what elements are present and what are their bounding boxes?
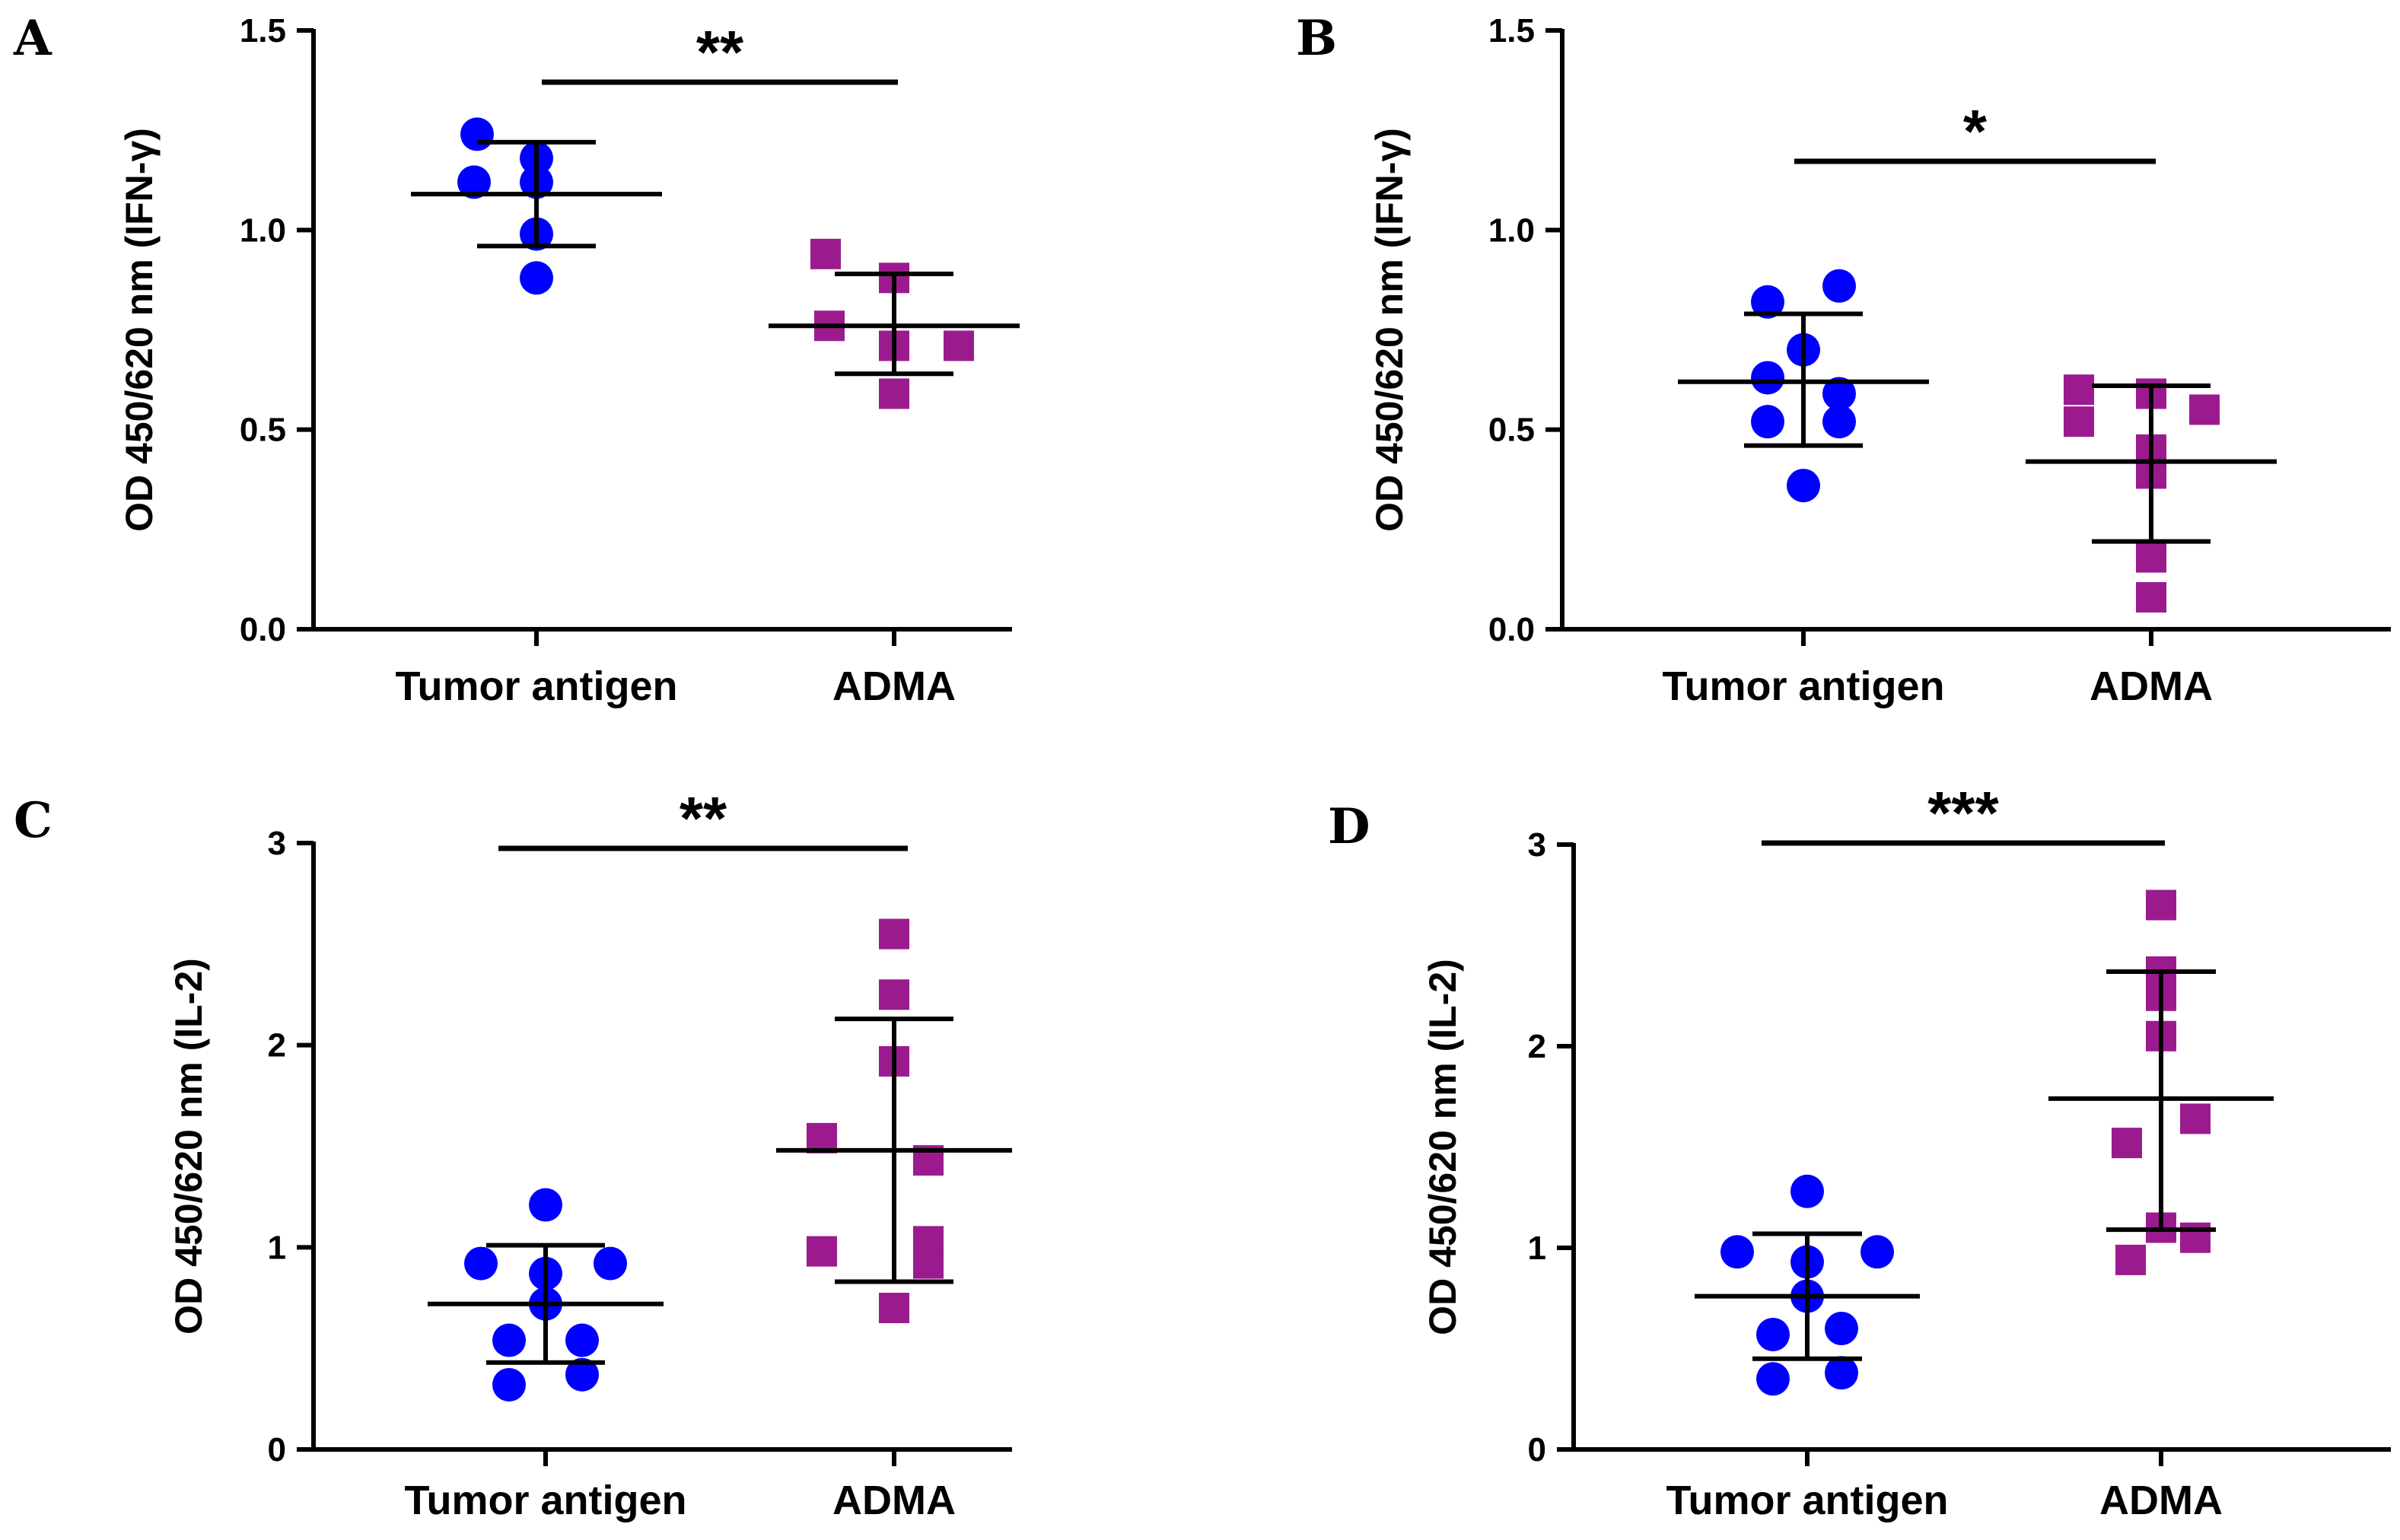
y-tick-label: 1.5 <box>240 12 286 49</box>
panel-letter: B <box>1296 10 1337 67</box>
data-point-square <box>2112 1128 2142 1159</box>
data-point-square <box>2189 394 2220 425</box>
panel-c: C 0 1 2 3 Tumor antigen ADMA OD 450/620 nm (IL-… <box>14 784 1012 1523</box>
data-point-square <box>2136 542 2166 573</box>
data-point-circle <box>1756 1317 1790 1351</box>
data-point-square <box>2180 1222 2211 1253</box>
data-point-circle <box>492 1323 526 1357</box>
data-point-square <box>807 1236 837 1267</box>
data-point-square <box>913 1248 944 1279</box>
data-point-circle <box>464 1246 498 1281</box>
data-point-circle <box>457 165 491 199</box>
panel-letter: C <box>14 792 53 849</box>
data-point-circle <box>1751 405 1784 439</box>
data-point-circle <box>1787 469 1820 503</box>
data-point-circle <box>1825 1312 1858 1345</box>
x-category-label: Tumor antigen <box>405 1478 687 1523</box>
data-point-square <box>2146 889 2176 921</box>
y-tick-label: 0 <box>268 1431 286 1468</box>
data-point-circle <box>565 1323 599 1357</box>
data-point-square <box>2180 1103 2211 1134</box>
x-category-label: Tumor antigen <box>396 663 678 709</box>
x-category-label: Tumor antigen <box>1666 1478 1949 1523</box>
data-point-square <box>944 330 974 361</box>
data-point-circle <box>1860 1235 1894 1269</box>
data-point-square <box>2115 1244 2146 1275</box>
y-axis-title: OD 450/620 nm (IFN-γ) <box>118 128 161 532</box>
data-point-circle <box>1822 377 1856 411</box>
x-category-label: ADMA <box>832 1478 956 1523</box>
data-point-square <box>2064 374 2094 406</box>
data-point-circle <box>1822 405 1856 439</box>
significance-stars: ** <box>680 784 727 852</box>
data-point-square <box>2064 406 2094 438</box>
y-tick-label: 3 <box>1528 826 1546 864</box>
x-category-label: ADMA <box>832 663 956 709</box>
y-tick-label: 0.0 <box>1488 611 1535 648</box>
data-point-square <box>2136 582 2166 613</box>
y-tick-label: 3 <box>268 825 286 862</box>
data-point-circle <box>460 117 494 151</box>
data-point-circle <box>492 1367 526 1402</box>
y-tick-label: 1.0 <box>1488 212 1535 249</box>
data-point-circle <box>594 1246 627 1281</box>
y-axis-title: OD 450/620 nm (IL-2) <box>1421 959 1464 1335</box>
data-point-circle <box>1825 1356 1858 1390</box>
panel-letter: D <box>1328 798 1370 855</box>
y-tick-label: 0.5 <box>240 412 286 449</box>
x-category-label: Tumor antigen <box>1663 663 1945 709</box>
data-point-square <box>879 1293 909 1324</box>
x-category-label: ADMA <box>2099 1478 2223 1523</box>
y-tick-label: 2 <box>268 1027 286 1064</box>
data-point-circle <box>520 261 553 295</box>
data-point-circle <box>565 1357 599 1392</box>
y-tick-label: 1.0 <box>240 212 286 249</box>
data-point-circle <box>1751 361 1784 395</box>
y-axis-title: OD 450/620 nm (IFN-γ) <box>1368 128 1411 532</box>
data-point-square <box>879 918 909 950</box>
panel-a: A 0.0 0.5 1.0 1.5 Tumor antigen ADMA OD 450/620… <box>13 10 1020 709</box>
data-point-square <box>879 979 909 1010</box>
data-point-circle <box>1751 285 1784 319</box>
data-point-circle <box>1756 1362 1790 1396</box>
x-category-label: ADMA <box>2090 663 2213 709</box>
y-tick-label: 1 <box>268 1229 286 1266</box>
y-axis-title: OD 450/620 nm (IL-2) <box>167 958 210 1335</box>
y-tick-label: 2 <box>1528 1028 1546 1065</box>
data-point-circle <box>1720 1235 1754 1269</box>
panel-b: B 0.0 0.5 1.0 1.5 Tumor antigen ADMA OD 450/620… <box>1296 10 2391 709</box>
significance-stars: ** <box>696 18 744 86</box>
data-point-square <box>810 238 841 269</box>
data-point-circle <box>529 1188 562 1222</box>
y-tick-label: 0.0 <box>240 611 286 648</box>
y-tick-label: 0.5 <box>1488 412 1535 449</box>
significance-stars: * <box>1963 97 1988 165</box>
data-point-circle <box>1790 1174 1824 1208</box>
y-tick-label: 0 <box>1528 1431 1546 1468</box>
panel-letter: A <box>13 10 53 67</box>
y-tick-label: 1.5 <box>1488 12 1535 49</box>
data-point-square <box>879 378 909 409</box>
panel-d: D 0 1 2 3 Tumor antigen ADMA OD 450/620 nm (IL-… <box>1328 779 2391 1523</box>
data-point-circle <box>1822 269 1856 303</box>
significance-stars: *** <box>1927 779 1999 847</box>
y-tick-label: 1 <box>1528 1230 1546 1267</box>
